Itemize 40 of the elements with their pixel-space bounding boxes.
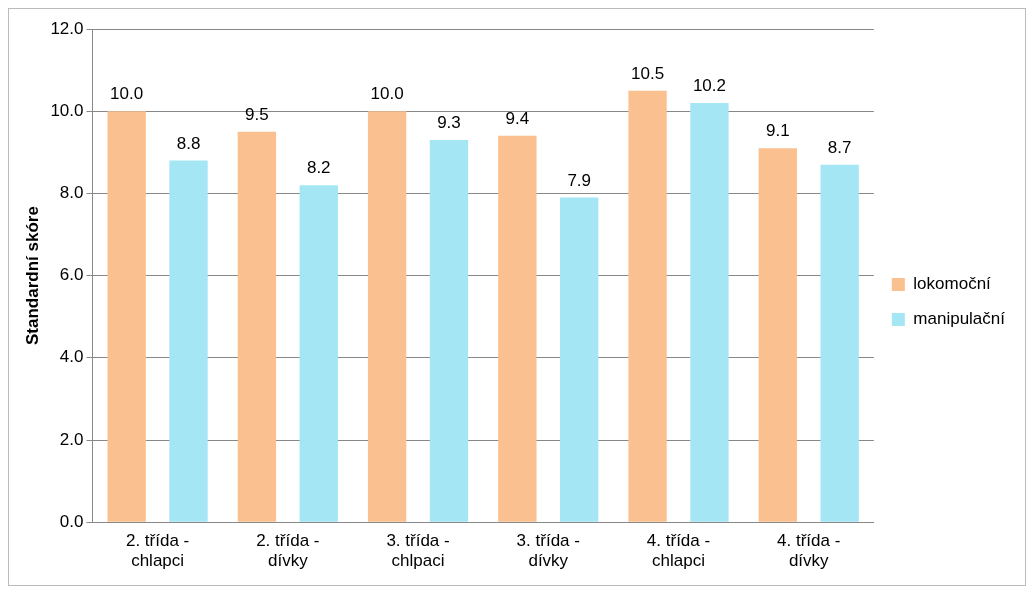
x-tick-label: 4. třída - dívky xyxy=(777,531,841,571)
data-label: 10.2 xyxy=(692,76,726,96)
data-label: 9.5 xyxy=(245,104,269,124)
y-tick-label: 2.0 xyxy=(59,429,84,449)
data-label: 9.4 xyxy=(505,109,530,129)
x-tick-label: 4. třída - chlapci xyxy=(646,531,711,571)
data-label: 8.2 xyxy=(306,158,331,178)
bar xyxy=(299,185,338,522)
x-tick-label: 3. třída - chlpaci xyxy=(386,531,450,571)
y-tick-label: 6.0 xyxy=(59,265,84,285)
legend-label: lokomoční xyxy=(913,274,992,294)
x-tick-label: 2. třída - chlapci xyxy=(125,531,190,571)
y-axis-title: Standardní skóre xyxy=(22,206,42,346)
y-tick-label: 0.0 xyxy=(59,511,84,531)
bar xyxy=(560,197,599,522)
data-label: 7.9 xyxy=(567,170,592,190)
bar xyxy=(237,131,277,522)
data-label: 9.3 xyxy=(437,113,461,133)
y-tick-label: 12.0 xyxy=(50,18,84,38)
data-label: 8.7 xyxy=(827,137,852,157)
bar xyxy=(628,90,667,522)
data-label: 10.5 xyxy=(631,63,665,83)
bar xyxy=(820,164,859,522)
legend-label: manipulační xyxy=(913,309,1006,329)
bar xyxy=(690,102,729,522)
x-tick-label: 2. třída - dívky xyxy=(256,531,320,571)
bar xyxy=(169,160,208,522)
data-label: 9.1 xyxy=(765,121,790,141)
data-label: 8.8 xyxy=(176,133,201,153)
bar xyxy=(367,111,407,522)
y-tick-label: 4.0 xyxy=(59,347,84,367)
y-tick-label: 8.0 xyxy=(59,183,84,203)
x-tick-label: 3. třída - dívky xyxy=(516,531,580,571)
y-tick-label: 10.0 xyxy=(50,100,84,120)
bar xyxy=(429,139,469,522)
bar xyxy=(498,135,537,522)
bar xyxy=(758,148,797,522)
bar xyxy=(107,111,146,522)
data-label: 10.0 xyxy=(370,84,404,104)
data-label: 10.0 xyxy=(110,84,144,104)
